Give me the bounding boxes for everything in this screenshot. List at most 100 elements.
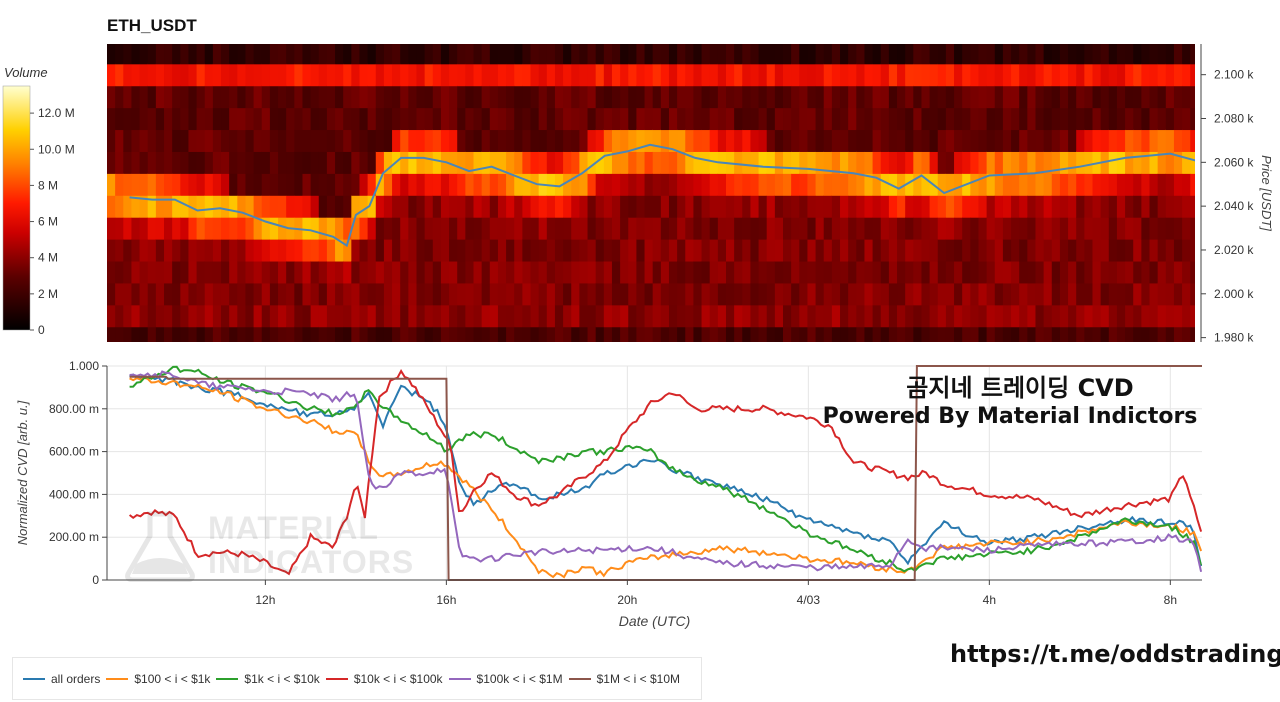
heatmap-cell: [164, 326, 173, 342]
heatmap-cell: [147, 85, 157, 109]
heatmap-cell: [1076, 63, 1085, 87]
heatmap-cell: [611, 239, 621, 262]
heatmap-cell: [172, 260, 181, 284]
heatmap-cell: [383, 44, 393, 65]
heatmap-cell: [335, 44, 344, 65]
heatmap-cell: [1116, 326, 1126, 342]
heatmap-cell: [595, 217, 605, 240]
heatmap-cell: [1051, 151, 1061, 174]
heatmap-cell: [620, 151, 629, 174]
heatmap-cell: [278, 304, 287, 328]
heatmap-cell: [180, 151, 190, 174]
legend-label: $10k < i < $100k: [353, 671, 443, 686]
heatmap-cell: [253, 282, 263, 306]
heatmap-cell: [611, 85, 621, 109]
heatmap-cell: [1141, 239, 1151, 262]
heatmap-cell: [1173, 63, 1183, 87]
heatmap-cell: [1133, 239, 1142, 262]
heatmap-cell: [620, 195, 629, 218]
heatmap-cell: [921, 85, 931, 109]
cvd-y-tick-label: 600.00 m: [49, 445, 99, 459]
heatmap-cell: [897, 151, 906, 174]
legend-item[interactable]: $1k < i < $10k: [216, 672, 320, 686]
legend-swatch: [448, 677, 471, 680]
heatmap-cell: [1198, 305, 1207, 328]
price-line: [129, 143, 1195, 248]
heatmap-cell: [1084, 107, 1094, 131]
heatmap-cell: [359, 173, 369, 196]
heatmap-cell: [1051, 129, 1061, 152]
heatmap-cell: [294, 85, 304, 109]
heatmap-cell: [954, 44, 963, 65]
heatmap-cell: [766, 85, 776, 109]
legend-item[interactable]: $100k < i < $1M: [448, 672, 563, 686]
heatmap-cell: [139, 173, 149, 196]
heatmap-cell: [1011, 63, 1020, 87]
heatmap-cell: [888, 107, 898, 131]
heatmap-cell: [872, 260, 882, 284]
heatmap-cell: [115, 326, 124, 342]
heatmap-cell: [831, 195, 841, 218]
heatmap-cell: [253, 260, 263, 284]
heatmap-cell: [937, 173, 947, 196]
heatmap-cell: [131, 107, 141, 131]
heatmap-cell: [107, 85, 116, 109]
heatmap-cell: [1019, 282, 1028, 306]
heatmap-cell: [1068, 129, 1077, 152]
heatmap-cell: [823, 239, 833, 262]
heatmap-cell: [848, 151, 857, 174]
heatmap-cell: [554, 129, 564, 152]
telegram-url[interactable]: https://t.me/oddstrading2: [950, 640, 1280, 668]
heatmap-cell: [823, 217, 833, 240]
heatmap-cell: [840, 304, 849, 328]
heatmap-cell: [245, 107, 255, 131]
heatmap-cell: [815, 44, 825, 65]
heatmap-cell: [734, 282, 743, 306]
heatmap-cell: [1019, 107, 1028, 131]
heatmap-cell: [1108, 151, 1118, 174]
heatmap-cell: [221, 151, 230, 174]
heatmap-cell: [514, 85, 523, 109]
heatmap-cell: [945, 151, 955, 174]
heatmap-cell: [660, 195, 670, 218]
heatmap-cell: [204, 63, 214, 87]
heatmap-cell: [823, 195, 833, 218]
legend-item[interactable]: $1M < i < $10M: [568, 672, 680, 686]
colorbar-tick-label: 0: [38, 323, 45, 337]
heatmap-cell: [823, 304, 833, 328]
heatmap-cell: [164, 44, 173, 65]
heatmap-cell: [155, 217, 165, 240]
heatmap-cell: [954, 217, 963, 240]
heatmap-cell: [571, 44, 580, 65]
heatmap-cell: [261, 304, 271, 328]
heatmap-cell: [750, 260, 760, 284]
heatmap-cell: [123, 151, 133, 174]
heatmap-cell: [644, 63, 654, 87]
heatmap-cell: [400, 107, 409, 131]
heatmap-cell: [620, 282, 629, 306]
heatmap-cell: [294, 282, 304, 306]
heatmap-cell: [318, 239, 328, 262]
heatmap-cell: [131, 44, 141, 65]
heatmap-cell: [734, 44, 743, 65]
heatmap-cell: [497, 151, 507, 174]
heatmap-cell: [408, 107, 418, 131]
heatmap-cell: [530, 217, 540, 240]
heatmap-cell: [954, 107, 963, 131]
heatmap-cell: [465, 239, 475, 262]
heatmap-cell: [514, 129, 523, 152]
heatmap-cell: [1051, 282, 1061, 306]
heatmap-cell: [921, 173, 931, 196]
heatmap-cell: [489, 195, 499, 218]
legend-item[interactable]: $10k < i < $100k: [325, 671, 443, 686]
heatmap-cell: [465, 107, 475, 131]
heatmap-cell: [375, 195, 385, 218]
heatmap-cell: [1125, 326, 1134, 342]
heatmap-cell: [758, 129, 768, 152]
heatmap-cell: [677, 129, 686, 152]
legend-item[interactable]: $100 < i < $1k: [106, 672, 210, 686]
heatmap-cell: [644, 282, 654, 306]
legend-item[interactable]: all orders: [23, 672, 100, 686]
heatmap-cell: [595, 85, 605, 109]
heatmap-cell: [318, 44, 328, 65]
